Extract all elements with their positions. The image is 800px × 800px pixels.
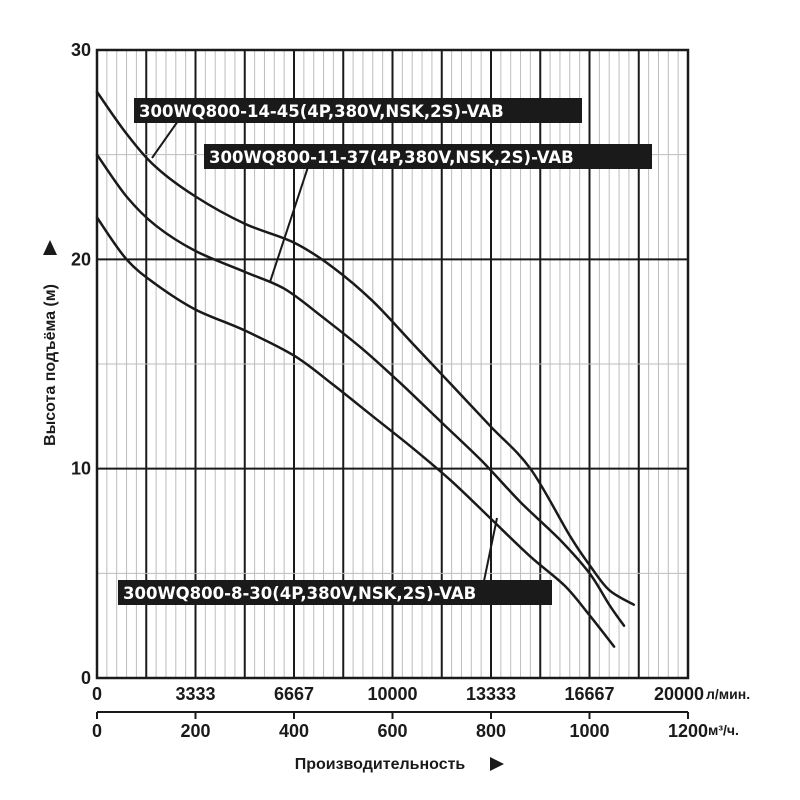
- x-top-tick-label: 6667: [274, 684, 314, 704]
- curve-label-8-30: 300WQ800-8-30(4P,380V,NSK,2S)-VAB: [118, 517, 552, 605]
- y-axis-title: Высота подъёма (м): [42, 284, 59, 446]
- x-top-unit: л/мин.: [706, 686, 750, 702]
- x-top-tick-label: 10000: [367, 684, 417, 704]
- y-tick-label: 20: [71, 249, 91, 269]
- curve-label-14-45: 300WQ800-14-45(4P,380V,NSK,2S)-VAB: [134, 98, 582, 159]
- series-line-2: [95, 216, 616, 648]
- x-bottom-tick-label: 200: [180, 721, 210, 741]
- x-top-tick-label: 0: [92, 684, 102, 704]
- x-bottom-tick-label: 1000: [569, 721, 609, 741]
- x-bottom-tick-label: 400: [279, 721, 309, 741]
- plot-border: [95, 48, 690, 680]
- x-top-tick-label: 13333: [466, 684, 516, 704]
- y-axis-arrow-icon: [43, 240, 57, 255]
- label-text-14-45: 300WQ800-14-45(4P,380V,NSK,2S)-VAB: [139, 102, 504, 121]
- performance-curves: [95, 90, 636, 648]
- series-line-0: [95, 90, 636, 606]
- y-tick-label: 10: [71, 459, 91, 479]
- x-bottom-tick-label: 1200: [668, 721, 708, 741]
- x-axis-arrow-icon: [490, 757, 504, 771]
- x-top-tick-label: 20000: [654, 684, 704, 704]
- x-bottom-tick-label: 600: [377, 721, 407, 741]
- x-bottom-tick-label: 800: [476, 721, 506, 741]
- leader-line-11-37: [269, 166, 309, 283]
- curve-label-11-37: 300WQ800-11-37(4P,380V,NSK,2S)-VAB: [204, 144, 652, 283]
- tick-labels: 0 10 20 30 0 3333 6667 10000 13333 16667 20000 0 200…: [71, 40, 708, 741]
- x-top-tick-label: 16667: [564, 684, 614, 704]
- leader-line-14-45: [151, 120, 179, 159]
- label-box-14-45: [134, 98, 582, 123]
- y-axis-title-group: Высота подъёма (м): [42, 284, 59, 446]
- label-box-8-30: [118, 580, 552, 605]
- label-text-11-37: 300WQ800-11-37(4P,380V,NSK,2S)-VAB: [209, 148, 574, 167]
- x-bottom-unit: м³/ч.: [708, 722, 739, 738]
- y-tick-label: 0: [81, 668, 91, 688]
- label-box-11-37: [204, 144, 652, 169]
- y-tick-label: 30: [71, 40, 91, 60]
- leader-line-8-30: [483, 517, 498, 582]
- x-bottom-tick-label: 0: [92, 721, 102, 741]
- series-line-1: [95, 153, 626, 627]
- x-axis-title: Производительность: [295, 756, 466, 773]
- plot-frame: [95, 48, 690, 680]
- x-top-tick-label: 3333: [175, 684, 215, 704]
- label-text-8-30: 300WQ800-8-30(4P,380V,NSK,2S)-VAB: [123, 584, 476, 603]
